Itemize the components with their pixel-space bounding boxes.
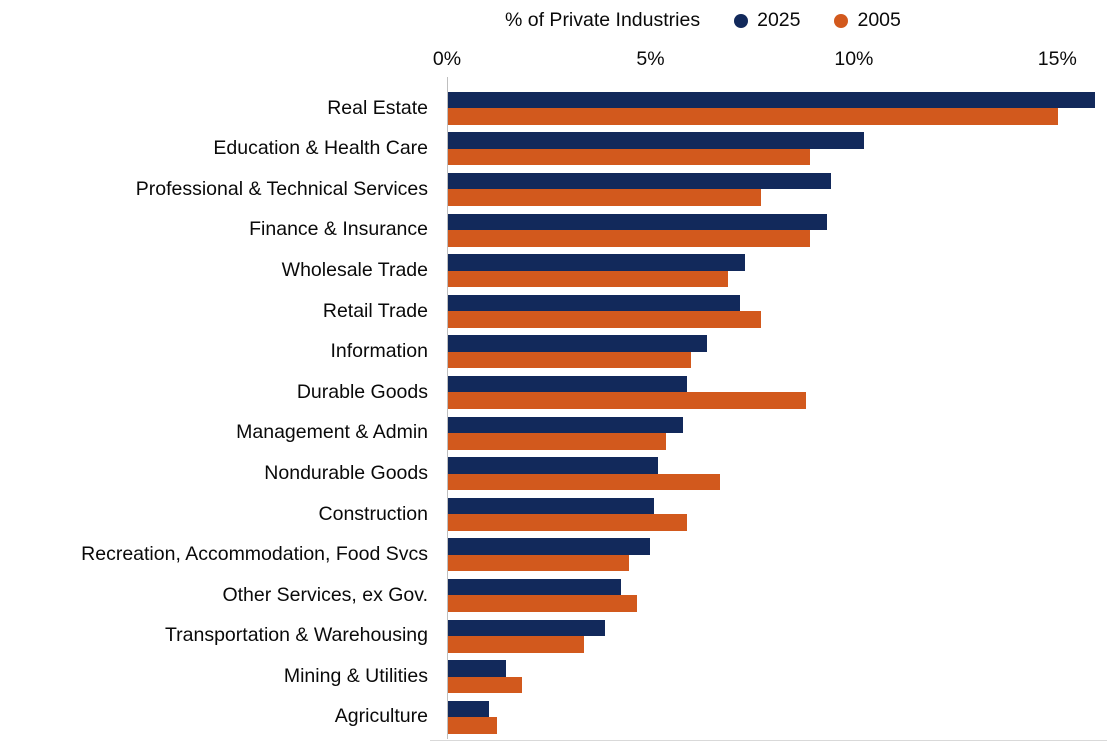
category-label: Agriculture <box>334 705 428 728</box>
bar-group <box>448 91 1107 125</box>
bar-group <box>448 294 1107 328</box>
bar-2005 <box>448 189 762 206</box>
category-label: Recreation, Accommodation, Food Svcs <box>81 543 428 566</box>
bar-group <box>448 619 1107 653</box>
chart-row: Transportation & Warehousing <box>0 616 1107 657</box>
category-label: Finance & Insurance <box>249 218 428 241</box>
bar-2025 <box>448 294 741 312</box>
category-label: Professional & Technical Services <box>135 177 428 200</box>
category-label: Retail Trade <box>322 299 428 322</box>
bar-2005 <box>448 554 630 572</box>
bar-2025 <box>448 172 832 190</box>
chart-row: Real Estate <box>0 88 1107 129</box>
bar-group <box>448 375 1107 409</box>
bar-group <box>448 335 1107 369</box>
bar-group <box>448 700 1107 734</box>
bar-2005 <box>448 108 1058 125</box>
bar-2025 <box>448 132 864 149</box>
category-label: Other Services, ex Gov. <box>222 583 428 606</box>
bar-2025 <box>448 700 490 718</box>
bar-2005 <box>448 595 638 612</box>
bar-2005 <box>448 392 807 409</box>
bar-2005 <box>448 717 498 734</box>
bar-2025 <box>448 213 827 231</box>
chart-row: Education & Health Care <box>0 129 1107 170</box>
bar-group <box>448 416 1107 450</box>
bar-2025 <box>448 91 1095 109</box>
category-label: Wholesale Trade <box>281 258 428 281</box>
x-tick-label: 10% <box>834 48 874 70</box>
category-label: Management & Admin <box>236 421 428 444</box>
chart-row: Mining & Utilities <box>0 656 1107 697</box>
bar-2025 <box>448 619 605 637</box>
legend-item-2005: 2005 <box>834 9 901 32</box>
bar-2025 <box>448 416 683 434</box>
chart-legend: % of Private Industries 2025 2005 <box>505 9 901 32</box>
chart-row: Durable Goods <box>0 372 1107 413</box>
chart-row: Other Services, ex Gov. <box>0 575 1107 616</box>
bar-group <box>448 172 1107 206</box>
chart-title: % of Private Industries <box>505 9 701 31</box>
legend-label-2025: 2025 <box>757 9 801 31</box>
bar-2005 <box>448 433 667 450</box>
legend-item-2025: 2025 <box>734 9 800 32</box>
category-label: Education & Health Care <box>213 137 428 160</box>
category-label: Real Estate <box>327 96 428 119</box>
bar-2005 <box>448 230 811 247</box>
chart-row: Recreation, Accommodation, Food Svcs <box>0 535 1107 576</box>
bar-group <box>448 457 1107 491</box>
legend-swatch-2005-icon <box>834 13 849 28</box>
bar-2005 <box>448 514 687 531</box>
chart-row: Information <box>0 332 1107 373</box>
x-tick-label: 15% <box>1037 48 1077 70</box>
bar-group <box>448 132 1107 166</box>
chart-row: Professional & Technical Services <box>0 169 1107 210</box>
category-label: Nondurable Goods <box>264 461 428 484</box>
bar-2005 <box>448 676 523 694</box>
category-label: Construction <box>318 502 428 525</box>
x-tick-label: 5% <box>636 48 665 70</box>
bar-2005 <box>448 311 762 328</box>
bar-group <box>448 660 1107 694</box>
bar-2025 <box>448 660 506 677</box>
bar-group <box>448 254 1107 288</box>
bar-2025 <box>448 254 745 271</box>
x-axis: 0% 5% 10% 15% <box>433 48 1098 78</box>
bar-2025 <box>448 335 708 352</box>
bar-2005 <box>448 270 729 288</box>
category-label: Durable Goods <box>296 380 428 403</box>
category-label: Transportation & Warehousing <box>164 624 428 647</box>
bar-2005 <box>448 473 720 491</box>
bar-group <box>448 213 1107 247</box>
bar-group <box>448 578 1107 612</box>
legend-swatch-2025-icon <box>734 13 749 28</box>
plot-area: Real Estate Education & Health Care Profes… <box>0 77 1107 741</box>
category-label: Information <box>330 340 428 363</box>
chart-row: Retail Trade <box>0 291 1107 332</box>
bar-group <box>448 538 1107 572</box>
bar-2005 <box>448 636 584 653</box>
bar-2025 <box>448 578 621 596</box>
bar-group <box>448 497 1107 531</box>
bar-2005 <box>448 148 811 166</box>
bar-2025 <box>448 497 654 515</box>
chart-row: Construction <box>0 494 1107 535</box>
x-tick-label: 0% <box>432 48 462 70</box>
chart-row: Agriculture <box>0 697 1107 738</box>
bar-2005 <box>448 351 691 369</box>
chart-row: Nondurable Goods <box>0 453 1107 494</box>
bar-2025 <box>448 375 687 393</box>
legend-label-2005: 2005 <box>857 9 901 31</box>
bar-2025 <box>448 538 650 555</box>
category-label: Mining & Utilities <box>283 664 428 687</box>
chart-row: Finance & Insurance <box>0 210 1107 251</box>
chart-row: Wholesale Trade <box>0 250 1107 291</box>
chart-row: Management & Admin <box>0 413 1107 454</box>
bar-2025 <box>448 457 659 474</box>
